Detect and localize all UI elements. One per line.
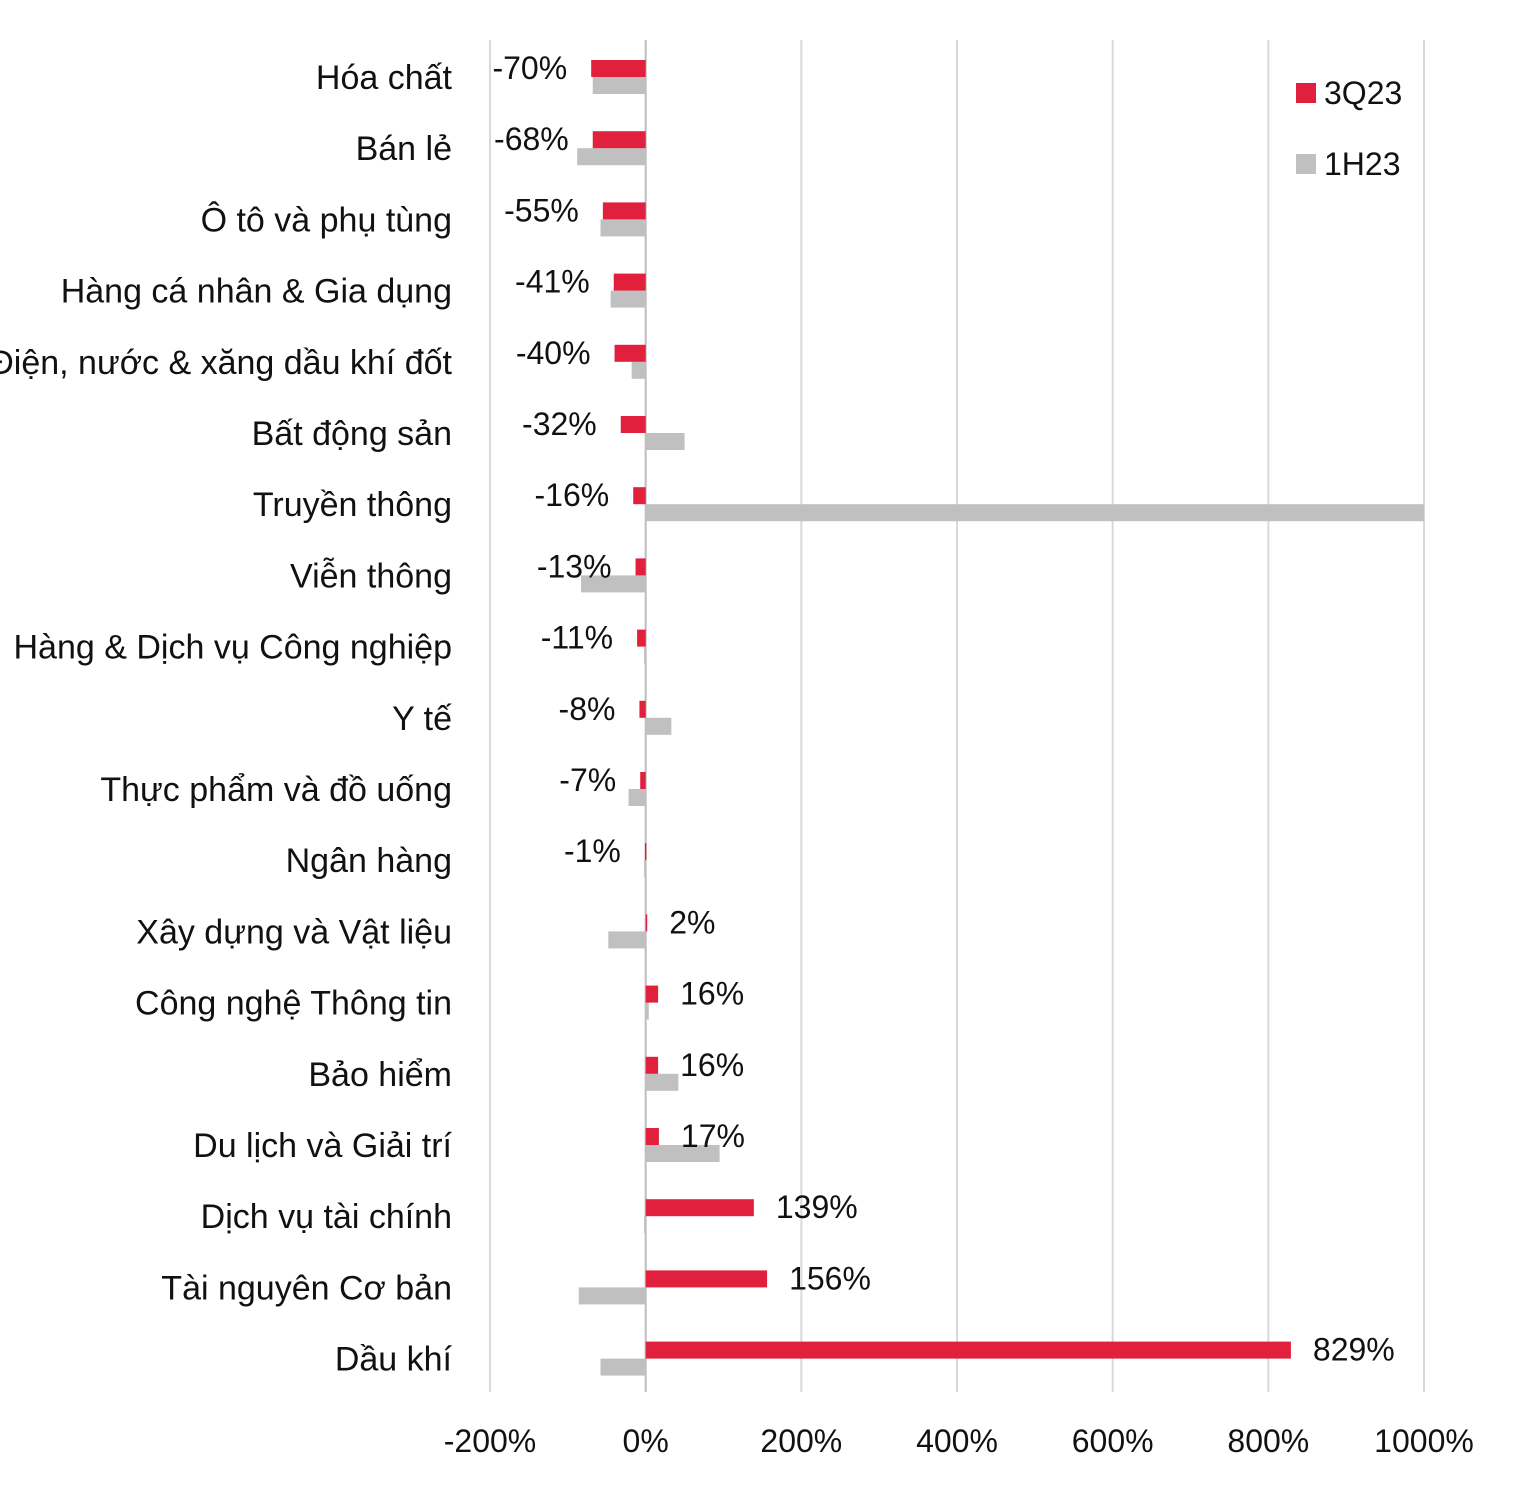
bar-1h23 <box>592 77 646 94</box>
category-label: Bất động sản <box>252 415 452 453</box>
x-axis-tick-labels: -200% 0% 200% 400% 600% 800% 1000% <box>444 1423 1474 1459</box>
bar-1h23 <box>608 931 646 949</box>
bar-1h23 <box>600 219 646 237</box>
bar-1h23 <box>631 361 646 379</box>
bar-3q23 <box>592 131 646 149</box>
data-label-3q23: -55% <box>504 192 579 228</box>
legend-swatch <box>1296 83 1316 103</box>
bar-1h23 <box>645 1002 649 1020</box>
x-tick-label: 0% <box>623 1423 669 1459</box>
category-label: Hàng & Dịch vụ Công nghiệp <box>14 629 453 667</box>
data-labels: -70% -68% -55% -41% -40% -32% -16% -13% -11% -8% -… <box>492 50 1394 1368</box>
bar-3q23 <box>645 1128 659 1145</box>
bar-3q23 <box>644 843 647 861</box>
bar-1h23 <box>581 575 646 593</box>
bar-1h23 <box>644 646 646 664</box>
x-tick-label: 600% <box>1072 1423 1154 1459</box>
category-labels: Hóa chất Bán lẻ Ô tô và phụ tùng Hàng cá nh… <box>0 59 453 1379</box>
bar-3q23 <box>591 60 646 77</box>
x-tick-label: -200% <box>444 1423 537 1459</box>
category-label: Bán lẻ <box>356 130 452 168</box>
x-tick-label: 800% <box>1227 1423 1309 1459</box>
bar-3q23 <box>635 558 646 576</box>
data-label-3q23: -70% <box>492 50 567 86</box>
data-label-3q23: -1% <box>564 833 621 869</box>
bar-3q23 <box>645 1270 768 1288</box>
data-label-3q23: 139% <box>776 1189 858 1225</box>
bar-1h23 <box>610 290 646 308</box>
bar-3q23 <box>645 914 648 932</box>
data-label-3q23: -13% <box>537 548 612 584</box>
bar-1h23 <box>645 433 685 450</box>
bar-1h23 <box>644 860 646 878</box>
bars <box>577 60 1424 1376</box>
data-label-3q23: 2% <box>669 904 715 940</box>
bar-1h23 <box>644 1216 646 1234</box>
category-label: Công nghệ Thông tin <box>135 985 452 1023</box>
bar-3q23 <box>639 700 646 718</box>
bar-3q23 <box>613 273 646 291</box>
data-label-3q23: -41% <box>515 264 590 300</box>
legend-label: 3Q23 <box>1324 75 1402 111</box>
bar-1h23 <box>645 717 672 735</box>
bar-1h23 <box>600 1358 646 1376</box>
gridlines <box>489 40 1425 1392</box>
bar-3q23 <box>637 629 646 647</box>
bar-3q23 <box>633 487 646 505</box>
data-label-3q23: -8% <box>559 691 616 727</box>
bar-3q23 <box>645 1056 659 1074</box>
bar-3q23 <box>645 1199 754 1217</box>
bar-1h23 <box>645 504 1424 522</box>
data-label-3q23: -16% <box>535 477 610 513</box>
category-label: Dịch vụ tài chính <box>201 1198 452 1236</box>
bar-1h23 <box>578 1287 646 1305</box>
legend-swatch <box>1296 154 1316 174</box>
x-tick-label: 400% <box>916 1423 998 1459</box>
category-label: Xây dựng và Vật liệu <box>136 913 452 951</box>
data-label-3q23: -7% <box>559 762 616 798</box>
data-label-3q23: 17% <box>681 1118 745 1154</box>
bar-1h23 <box>628 789 646 806</box>
category-label: Bảo hiểm <box>308 1056 452 1094</box>
category-label: Thực phẩm và đồ uống <box>100 771 452 809</box>
category-label: Y tế <box>392 700 452 738</box>
data-label-3q23: -68% <box>494 121 569 157</box>
data-label-3q23: -32% <box>522 406 597 442</box>
legend: 3Q23 1H23 <box>1296 75 1402 182</box>
bar-3q23 <box>640 772 646 789</box>
bar-3q23 <box>645 1341 1291 1359</box>
category-label: Hàng cá nhân & Gia dụng <box>61 273 452 311</box>
bar-3q23 <box>614 344 646 362</box>
category-label: Điện, nước & xăng dầu khí đốt <box>0 344 453 382</box>
category-label: Du lịch và Giải trí <box>193 1127 452 1165</box>
data-label-3q23: 829% <box>1313 1332 1395 1368</box>
data-label-3q23: -40% <box>516 335 591 371</box>
bar-3q23 <box>645 985 659 1003</box>
bar-1h23 <box>645 1145 720 1162</box>
bar-3q23 <box>620 416 646 433</box>
bar-1h23 <box>645 1073 679 1091</box>
x-tick-label: 1000% <box>1374 1423 1474 1459</box>
data-label-3q23: 16% <box>680 1047 744 1083</box>
data-label-3q23: 156% <box>789 1260 871 1296</box>
category-label: Tài nguyên Cơ bản <box>161 1269 452 1307</box>
category-label: Ô tô và phụ tùng <box>201 201 452 239</box>
data-label-3q23: -11% <box>541 620 613 656</box>
bar-3q23 <box>602 202 646 220</box>
data-label-3q23: 16% <box>680 976 744 1012</box>
category-label: Viễn thông <box>290 557 452 595</box>
category-label: Truyền thông <box>253 486 452 524</box>
x-tick-label: 200% <box>760 1423 842 1459</box>
category-label: Dầu khí <box>335 1341 453 1379</box>
category-label: Hóa chất <box>316 59 453 97</box>
legend-label: 1H23 <box>1324 146 1401 182</box>
category-label: Ngân hàng <box>286 842 452 880</box>
bar-1h23 <box>577 148 646 166</box>
